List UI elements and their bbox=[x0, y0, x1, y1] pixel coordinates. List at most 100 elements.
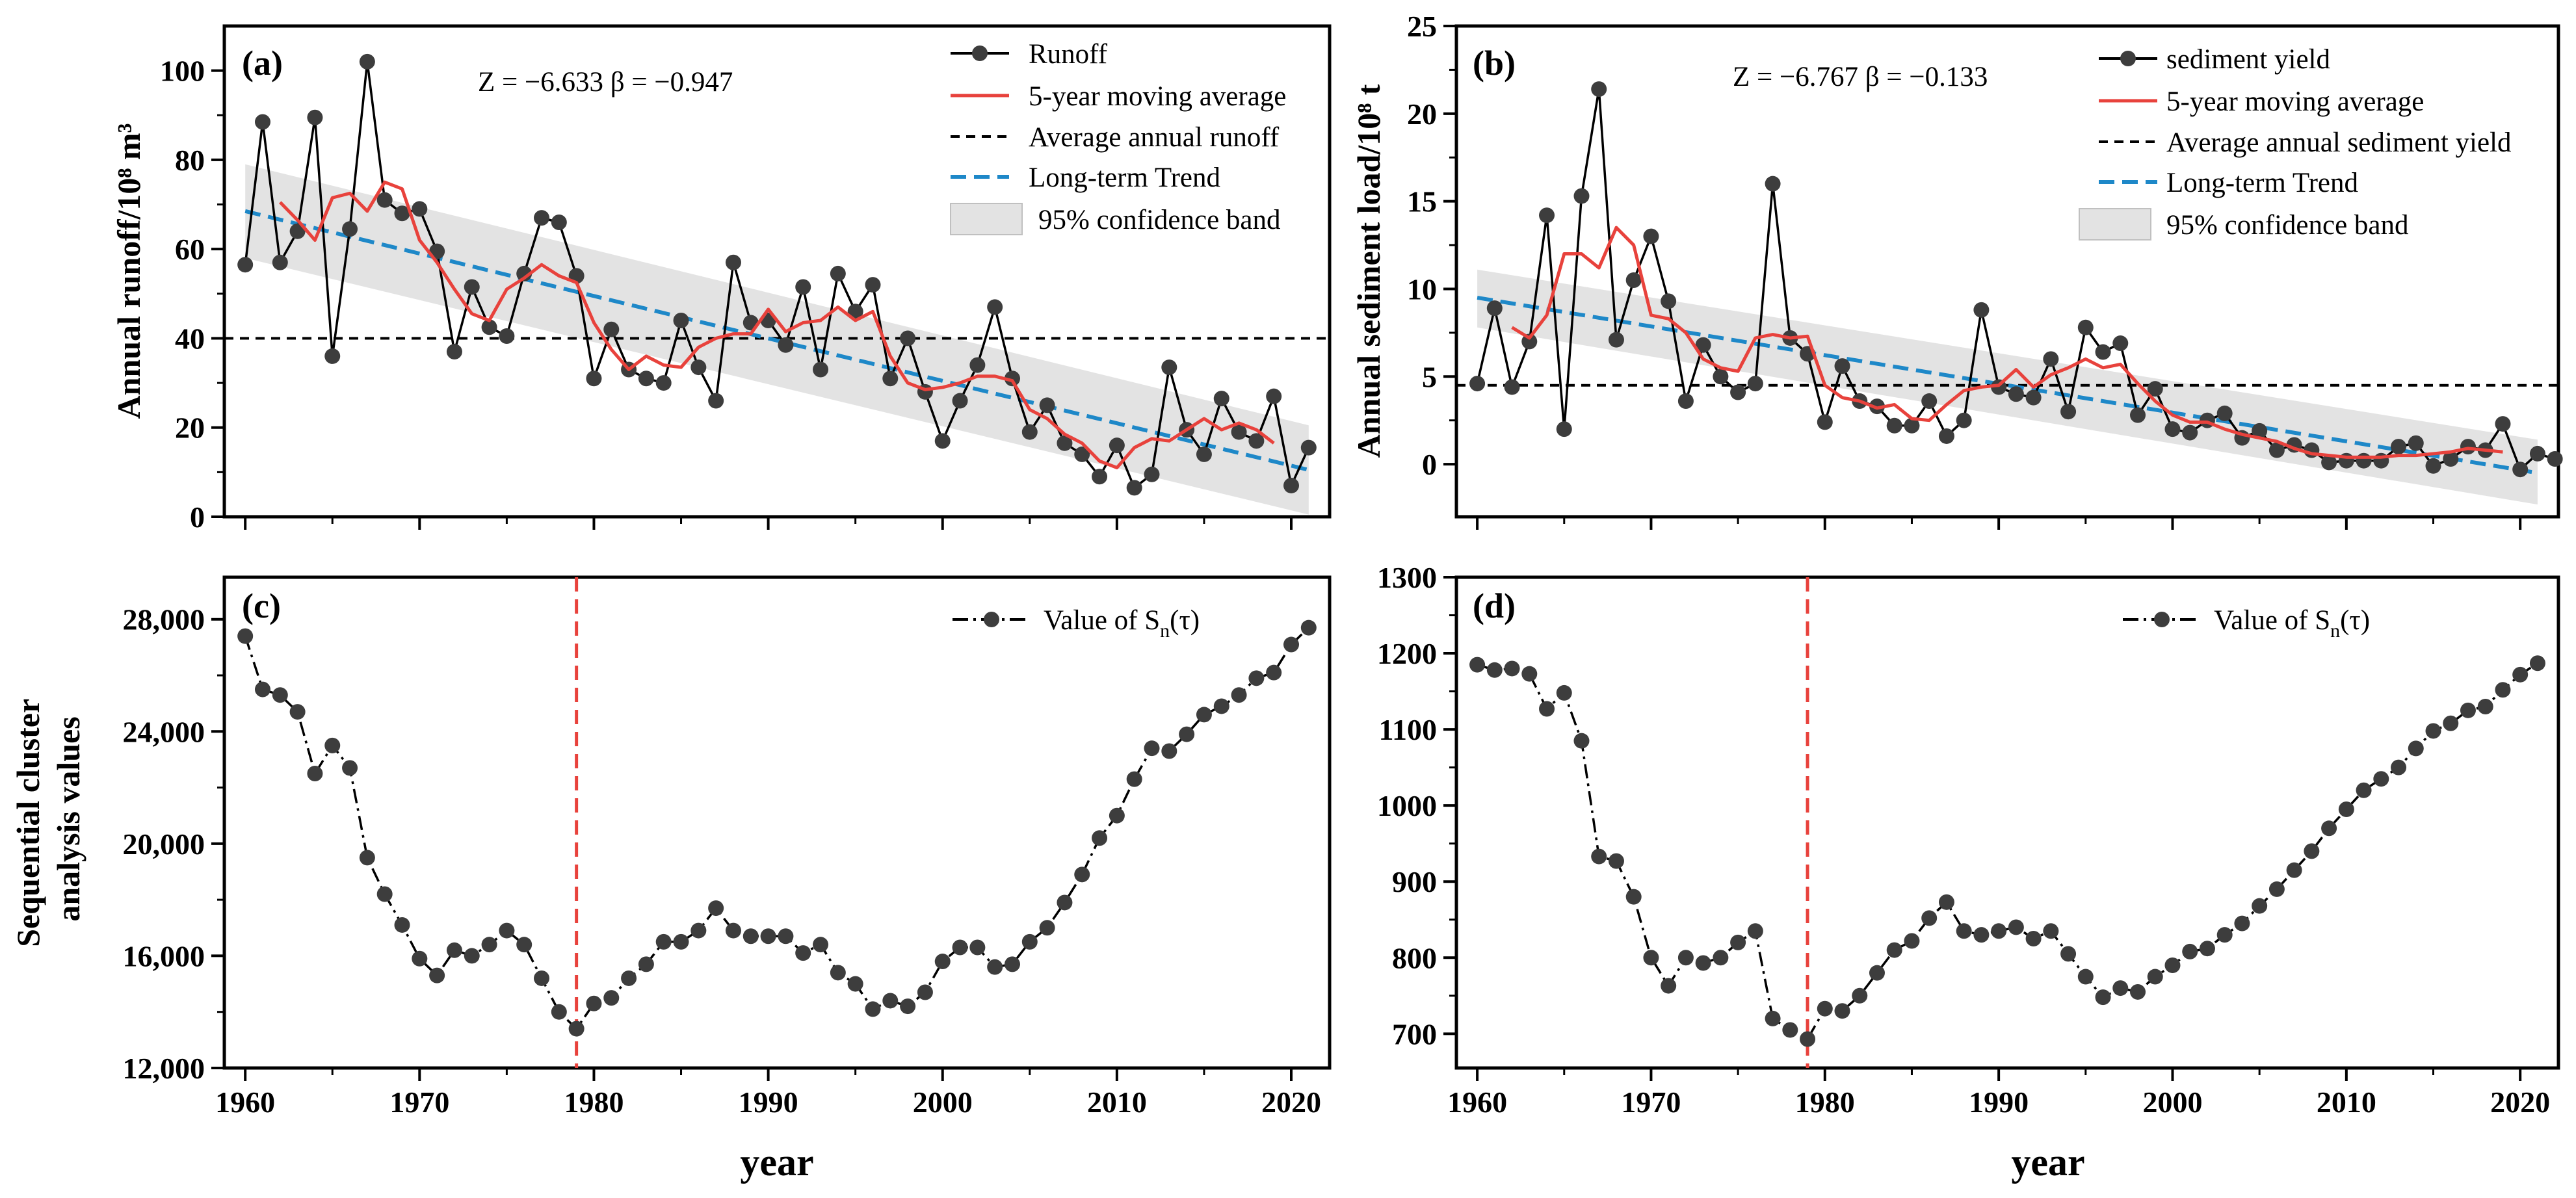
panel-label-d: (d) bbox=[1473, 586, 1516, 625]
point-c-1965 bbox=[324, 737, 341, 753]
point-b-2021 bbox=[2529, 445, 2545, 462]
point-b-1996 bbox=[2095, 344, 2111, 360]
y-tick-label-a-4: 80 bbox=[175, 144, 205, 177]
x-tick-label-c-2010: 2010 bbox=[1087, 1086, 1147, 1119]
panel-label-c: (c) bbox=[242, 586, 281, 625]
ylabel-c-line2: analysis values bbox=[50, 716, 86, 921]
legend-swatch-band-a bbox=[950, 203, 1023, 235]
point-d-1986 bbox=[1921, 910, 1938, 926]
point-c-2010 bbox=[1109, 807, 1125, 824]
point-d-1965 bbox=[1556, 684, 1572, 701]
point-b-1962 bbox=[1504, 379, 1520, 395]
point-b-1992 bbox=[2025, 389, 2042, 406]
point-b-1991 bbox=[2008, 386, 2024, 402]
point-d-1985 bbox=[1904, 933, 1920, 949]
legend-label-trend-a: Long-term Trend bbox=[1029, 163, 1220, 193]
point-c-1985 bbox=[673, 933, 689, 950]
point-a-2008 bbox=[1074, 446, 1090, 462]
point-d-1974 bbox=[1713, 950, 1729, 966]
point-b-1995 bbox=[2077, 319, 2094, 335]
legend-entry-moving-average-b: 5-year moving average bbox=[2099, 86, 2424, 117]
point-c-1977 bbox=[534, 970, 550, 986]
x-tick-label-c-2000: 2000 bbox=[913, 1086, 973, 1119]
trend-layer-a bbox=[244, 209, 1309, 472]
point-a-2011 bbox=[1126, 480, 1142, 496]
point-c-2020 bbox=[1283, 636, 1300, 653]
point-d-1961 bbox=[1486, 662, 1503, 678]
point-b-1994 bbox=[2060, 404, 2077, 420]
series-line-d bbox=[1477, 662, 2538, 1041]
point-a-2001 bbox=[952, 393, 968, 409]
point-b-2016 bbox=[2443, 451, 2459, 467]
legend-label-ma-a: 5-year moving average bbox=[1029, 81, 1286, 112]
y-tick-label-d-1: 800 bbox=[1392, 941, 1437, 974]
point-d-1984 bbox=[1886, 942, 1902, 958]
series-layer-a bbox=[237, 53, 1317, 496]
point-c-1963 bbox=[289, 704, 306, 720]
point-c-1979 bbox=[568, 1021, 585, 1037]
y-tick-label-c-1: 16,000 bbox=[123, 939, 205, 972]
legend-entry-trend-a: Long-term Trend bbox=[951, 163, 1220, 193]
point-d-1993 bbox=[2043, 923, 2059, 939]
point-a-2009 bbox=[1092, 469, 1108, 485]
point-d-1975 bbox=[1730, 934, 1746, 950]
point-b-1972 bbox=[1677, 393, 1694, 410]
point-a-1978 bbox=[551, 215, 567, 230]
point-c-1964 bbox=[307, 766, 323, 781]
point-b-1985 bbox=[1904, 417, 1920, 434]
point-c-1997 bbox=[882, 993, 899, 1009]
ylabel-a: Annual runoff/10⁸ m³ bbox=[111, 123, 147, 419]
point-b-2013 bbox=[2391, 439, 2407, 455]
xlabel-c: year bbox=[740, 1141, 813, 1184]
point-a-2020 bbox=[1283, 477, 1300, 493]
point-c-1969 bbox=[394, 917, 410, 933]
point-d-2002 bbox=[2199, 941, 2215, 957]
y-tick-label-d-2: 900 bbox=[1392, 865, 1437, 898]
point-b-2011 bbox=[2356, 452, 2372, 469]
legend-swatch-band-b bbox=[2079, 208, 2151, 241]
point-c-1994 bbox=[830, 965, 846, 981]
point-c-1998 bbox=[900, 998, 916, 1015]
point-c-2012 bbox=[1144, 740, 1160, 757]
legend-label-c-tail: (τ) bbox=[1170, 605, 1200, 636]
point-d-1979 bbox=[1800, 1031, 1816, 1047]
y-tick-label-c-0: 12,000 bbox=[123, 1052, 205, 1085]
legend-marker-b bbox=[2120, 51, 2136, 66]
confidence-band-b bbox=[1477, 269, 2538, 505]
point-d-1964 bbox=[1539, 701, 1555, 717]
y-tick-label-a-2: 40 bbox=[175, 322, 205, 355]
point-b-1999 bbox=[2147, 381, 2163, 397]
legend-label-runoff: Runoff bbox=[1029, 39, 1108, 70]
point-d-1976 bbox=[1747, 923, 1763, 939]
point-c-1970 bbox=[412, 950, 428, 967]
point-a-2018 bbox=[1248, 433, 1265, 449]
legend-label-average-runoff: Average annual runoff bbox=[1029, 122, 1280, 153]
point-b-2015 bbox=[2425, 458, 2441, 474]
yaxis-d: 700 800 900 1000 1100 1200 1300 bbox=[1377, 561, 1456, 1050]
x-tick-label-c-1960: 1960 bbox=[215, 1086, 275, 1119]
point-b-1983 bbox=[1869, 398, 1885, 415]
point-c-1986 bbox=[690, 922, 707, 939]
point-d-2006 bbox=[2268, 881, 2285, 897]
point-a-1975 bbox=[499, 328, 515, 345]
xaxis-d: 1960 1970 1980 1990 2000 2010 2020 bbox=[1447, 1068, 2550, 1119]
point-a-1962 bbox=[272, 254, 288, 270]
point-c-1973 bbox=[464, 948, 480, 964]
x-tick-label-d-1970: 1970 bbox=[1621, 1086, 1681, 1119]
legend-entry-sediment: sediment yield bbox=[2099, 44, 2330, 75]
point-a-1969 bbox=[394, 205, 410, 222]
point-c-1974 bbox=[481, 937, 497, 953]
point-d-1999 bbox=[2147, 969, 2163, 985]
point-d-1969 bbox=[1625, 889, 1642, 905]
point-d-1991 bbox=[2008, 919, 2024, 935]
point-d-2015 bbox=[2425, 723, 2441, 739]
point-d-2007 bbox=[2286, 862, 2302, 878]
point-b-1961 bbox=[1486, 300, 1503, 317]
point-a-1985 bbox=[673, 313, 689, 328]
point-c-1968 bbox=[376, 886, 393, 902]
point-c-2006 bbox=[1039, 920, 1055, 936]
y-tick-label-a-3: 60 bbox=[175, 233, 205, 266]
y-tick-label-c-3: 24,000 bbox=[123, 715, 205, 748]
series-layer-c bbox=[237, 619, 1317, 1037]
point-d-1967 bbox=[1591, 848, 1607, 865]
